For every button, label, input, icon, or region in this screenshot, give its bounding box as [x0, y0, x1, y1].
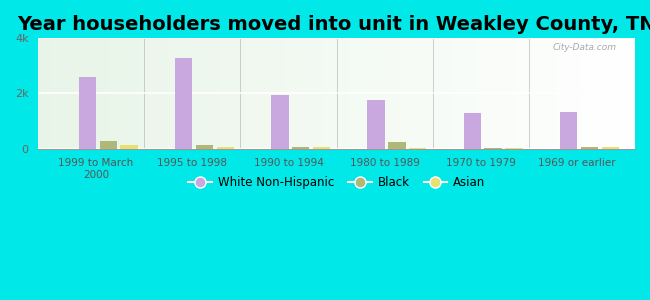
Bar: [79, 77, 96, 148]
Text: City-Data.com: City-Data.com: [553, 43, 617, 52]
Bar: [560, 112, 577, 148]
Bar: [175, 58, 192, 148]
Bar: [463, 113, 481, 148]
Bar: [271, 95, 289, 148]
Bar: [367, 100, 385, 148]
Bar: [580, 147, 598, 148]
Bar: [216, 147, 234, 148]
Bar: [120, 145, 138, 148]
Title: Year householders moved into unit in Weakley County, TN: Year householders moved into unit in Wea…: [18, 15, 650, 34]
Bar: [313, 147, 330, 148]
Bar: [99, 141, 117, 148]
Legend: White Non-Hispanic, Black, Asian: White Non-Hispanic, Black, Asian: [183, 171, 490, 194]
Bar: [601, 147, 619, 148]
Bar: [292, 147, 309, 148]
Bar: [196, 145, 213, 148]
Bar: [388, 142, 406, 148]
